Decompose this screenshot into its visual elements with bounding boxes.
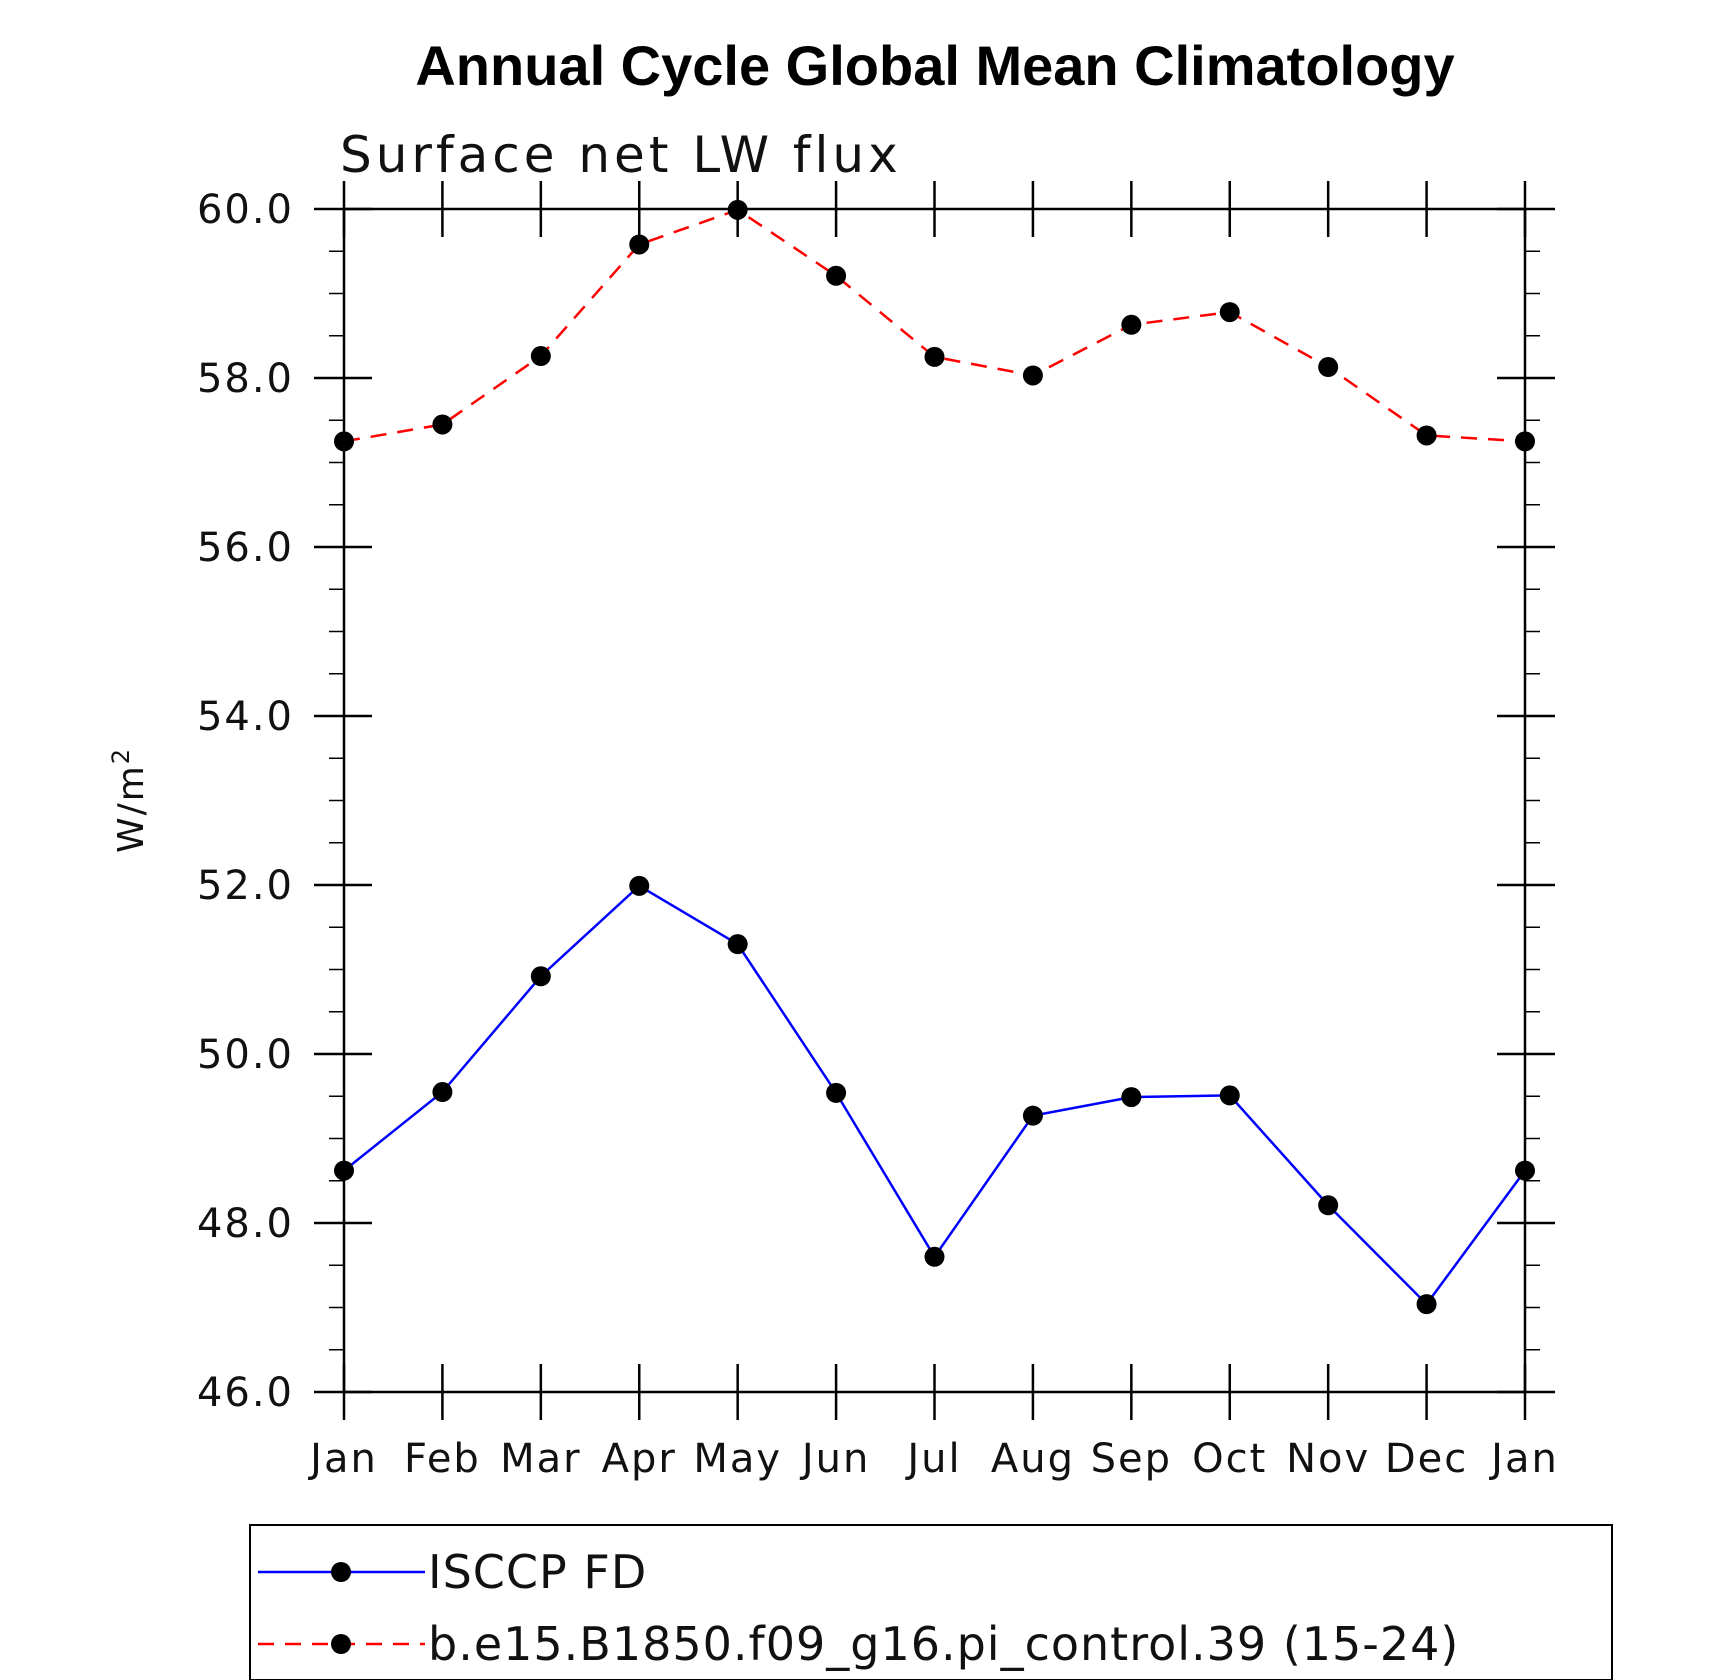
series-line-0 [343,884,1527,1307]
legend-marker-0 [331,1562,351,1582]
series-0-point [530,966,551,987]
legend-box [249,1524,1613,1680]
series-0-point [629,875,650,896]
series-0-point [1219,1085,1240,1106]
legend-marker-1 [331,1634,351,1654]
series-1-point [530,346,551,367]
series-0-point [1515,1160,1535,1181]
series-0-point [826,1082,847,1103]
y-tick-label: 54.0 [197,694,294,740]
data-marks [334,199,1535,1315]
x-tick-label: Apr [602,1436,677,1482]
legend-label-0: ISCCP FD [428,1545,647,1599]
series-1-point [826,265,847,286]
legend-entry-0: ISCCP FD [258,1545,647,1599]
y-axis-label-exponent: 2 [107,747,135,764]
x-tick-label: Jan [307,1436,378,1482]
series-0-point [1416,1294,1437,1315]
x-tick-label: Dec [1385,1436,1468,1482]
y-axis-label-unit: W/m [111,764,152,853]
y-axis-label: W/m2 [107,747,152,853]
series-1-point [924,346,945,367]
series-1-point [432,414,453,435]
series-1-point [334,431,354,452]
legend-label-1: b.e15.B1850.f09_g16.pi_control.39 (15-24… [428,1617,1459,1671]
x-tick-label: Sep [1091,1436,1172,1482]
series-1-point [1515,431,1535,452]
x-tick-label: Jul [904,1436,961,1482]
y-tick-label: 56.0 [197,525,294,571]
legend: ISCCP FD b.e15.B1850.f09_g16.pi_control.… [249,1524,1613,1680]
x-tick-label: Aug [991,1436,1075,1482]
series-0-point [432,1082,453,1103]
legend-entry-1: b.e15.B1850.f09_g16.pi_control.39 (15-24… [258,1617,1459,1671]
series-1-point [1318,357,1339,378]
series-1-point [629,234,650,255]
chart-title: Annual Cycle Global Mean Climatology [415,34,1454,97]
series-1-point [1219,302,1240,323]
y-tick-label: 60.0 [197,187,294,233]
x-tick-label: Nov [1286,1436,1370,1482]
series-1-point [1022,365,1043,386]
series-0-point [924,1246,945,1267]
x-tick-label: Jun [799,1436,871,1482]
x-tick-label: Jan [1488,1436,1559,1482]
y-tick-label: 46.0 [197,1370,294,1416]
x-tick-label: Mar [500,1436,581,1482]
series-line-1 [343,208,1526,443]
y-tick-label: 48.0 [197,1201,294,1247]
x-tick-label: Feb [404,1436,481,1482]
series-0-point [1121,1087,1142,1108]
axes: Jan Feb Mar Apr May Jun Jul Aug Sep Oct Nov Dec Jan 4… [197,181,1559,1482]
series-0-point [727,934,748,955]
y-tick-label: 50.0 [197,1032,294,1078]
y-tick-label: 52.0 [197,863,294,909]
series-0-point [1318,1195,1339,1216]
series-0-point [1022,1105,1043,1126]
series-1-point [1121,314,1142,335]
series-1-point [727,199,748,220]
x-tick-label: Oct [1192,1436,1267,1482]
chart-subtitle: Surface net LW flux [340,126,902,184]
y-tick-label: 58.0 [197,356,294,402]
x-tick-label: May [693,1436,782,1482]
series-0-point [334,1160,354,1181]
series-1-point [1416,425,1437,446]
plot-frame [342,207,1527,1394]
